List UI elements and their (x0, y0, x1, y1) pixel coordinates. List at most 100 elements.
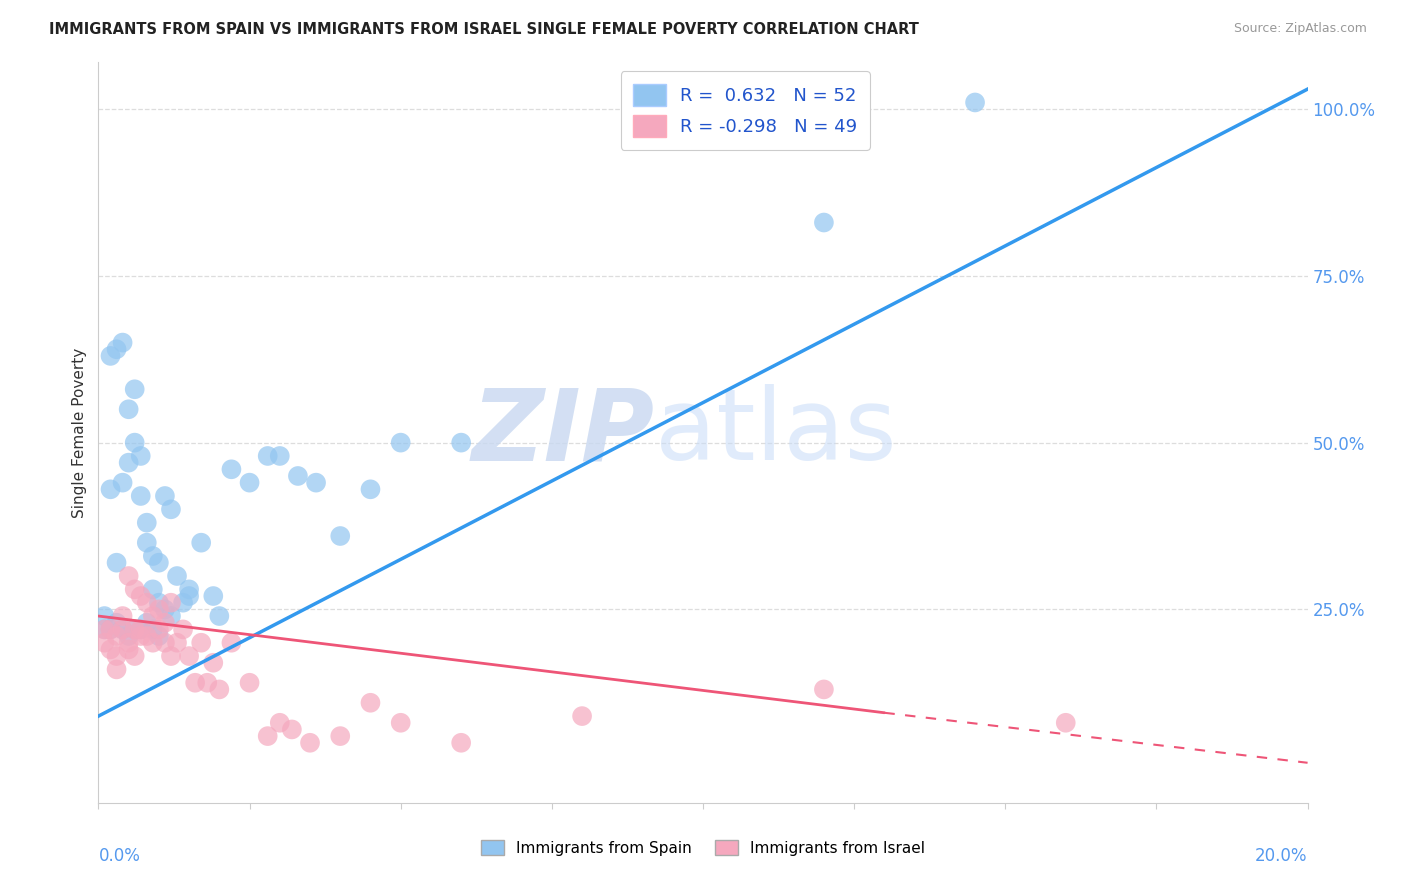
Point (305, 475, 328, 490)
Point (129, 623, 152, 637)
Point (148, 602, 170, 616)
Point (135, 629, 157, 643)
Point (93, 623, 115, 637)
Point (100, 483, 122, 497)
Point (813, 682, 835, 697)
Point (1054, 715, 1077, 730)
Point (93, 623, 115, 637)
Point (450, 435, 472, 450)
Point (287, 469, 309, 483)
Point (129, 623, 152, 637)
Text: ZIP: ZIP (471, 384, 655, 481)
Point (142, 549, 165, 563)
Point (148, 596, 170, 610)
Point (142, 623, 165, 637)
Point (153, 489, 176, 503)
Point (299, 736, 322, 750)
Point (179, 648, 201, 663)
Point (105, 615, 128, 630)
Point (389, 715, 412, 730)
Point (221, 462, 243, 476)
Point (111, 475, 134, 490)
Point (813, 215, 835, 229)
Point (142, 609, 165, 624)
Point (195, 675, 218, 690)
Point (571, 709, 593, 723)
Point (135, 535, 157, 549)
Point (111, 623, 134, 637)
Text: Source: ZipAtlas.com: Source: ZipAtlas.com (1233, 22, 1367, 36)
Point (100, 623, 122, 637)
Point (105, 556, 128, 570)
Point (153, 602, 176, 616)
Point (124, 582, 146, 597)
Point (208, 682, 231, 697)
Point (118, 402, 141, 417)
Point (111, 335, 134, 350)
Point (389, 435, 412, 450)
Point (179, 589, 201, 603)
Point (329, 529, 352, 543)
Point (256, 729, 278, 743)
Point (166, 569, 188, 583)
Point (153, 615, 176, 630)
Point (269, 715, 291, 730)
Point (160, 609, 183, 624)
Point (93, 609, 115, 624)
Point (129, 489, 152, 503)
Point (360, 696, 382, 710)
Point (450, 736, 472, 750)
Point (100, 623, 122, 637)
Point (239, 475, 262, 490)
Point (172, 623, 194, 637)
Legend: Immigrants from Spain, Immigrants from Israel: Immigrants from Spain, Immigrants from I… (475, 834, 931, 862)
Point (118, 456, 141, 470)
Point (124, 623, 146, 637)
Point (129, 589, 152, 603)
Text: IMMIGRANTS FROM SPAIN VS IMMIGRANTS FROM ISRAEL SINGLE FEMALE POVERTY CORRELATIO: IMMIGRANTS FROM SPAIN VS IMMIGRANTS FROM… (49, 22, 920, 37)
Point (179, 582, 201, 597)
Point (221, 636, 243, 650)
Point (329, 729, 352, 743)
Point (202, 656, 225, 670)
Point (100, 642, 122, 657)
Point (124, 648, 146, 663)
Point (124, 435, 146, 450)
Point (135, 615, 157, 630)
Point (111, 623, 134, 637)
Point (100, 349, 122, 363)
Point (118, 569, 141, 583)
Point (135, 596, 157, 610)
Point (160, 596, 183, 610)
Point (256, 449, 278, 463)
Point (124, 382, 146, 396)
Point (148, 556, 170, 570)
Point (208, 609, 231, 624)
Point (190, 535, 212, 549)
Point (269, 449, 291, 463)
Point (93, 636, 115, 650)
Point (124, 623, 146, 637)
Point (202, 589, 225, 603)
Point (184, 675, 207, 690)
Point (118, 642, 141, 657)
Point (118, 629, 141, 643)
Point (172, 596, 194, 610)
Point (105, 629, 128, 643)
Point (105, 648, 128, 663)
Point (105, 343, 128, 357)
Point (281, 723, 304, 737)
Text: atlas: atlas (655, 384, 896, 481)
Point (160, 502, 183, 516)
Point (153, 636, 176, 650)
Point (129, 449, 152, 463)
Point (129, 629, 152, 643)
Point (118, 636, 141, 650)
Point (965, 95, 987, 110)
Point (105, 662, 128, 676)
Point (190, 636, 212, 650)
Point (166, 636, 188, 650)
Point (142, 636, 165, 650)
Point (148, 629, 170, 643)
Point (360, 483, 382, 497)
